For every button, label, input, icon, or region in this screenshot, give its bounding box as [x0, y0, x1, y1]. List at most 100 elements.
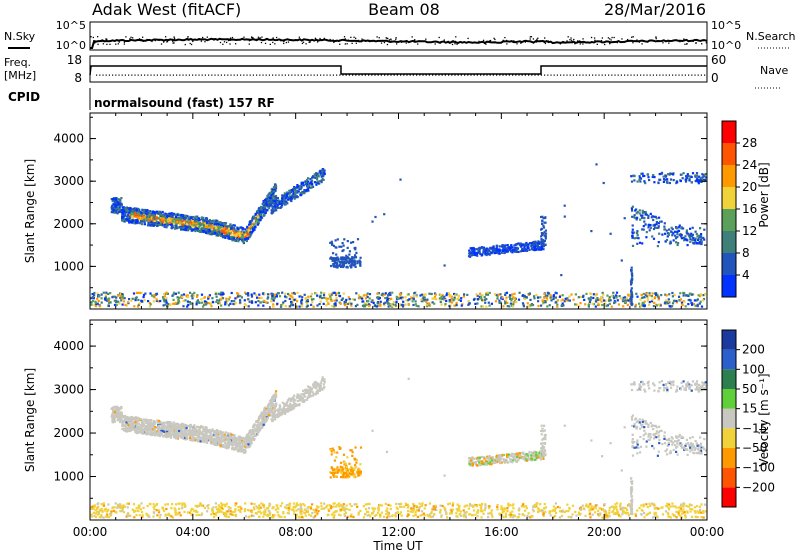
noise-search-dot: [376, 36, 378, 38]
echo-cell: [129, 210, 132, 213]
echo-cell: [639, 214, 643, 217]
echo-cell: [327, 301, 330, 304]
echo-cell: [316, 173, 320, 177]
echo-cell: [307, 177, 310, 180]
echo-cell: [211, 222, 214, 225]
echo-cell: [183, 428, 186, 431]
echo-cell: [636, 234, 639, 237]
echo-cell: [150, 218, 153, 221]
echo-cell: [695, 232, 698, 236]
echo-cell: [127, 219, 130, 222]
echo-cell: [485, 253, 488, 257]
echo-cell: [544, 229, 547, 232]
echo-cell: [142, 219, 145, 222]
echo-cell: [173, 423, 176, 427]
noise-search-dot: [325, 39, 328, 41]
echo-cell: [113, 211, 116, 214]
echo-cell: [700, 236, 703, 240]
echo-cell: [90, 301, 93, 304]
echo-cell: [651, 298, 654, 301]
echo-cell: [315, 181, 318, 184]
echo-cell: [664, 232, 667, 235]
echo-cell: [671, 302, 675, 305]
echo-cell: [167, 218, 170, 221]
echo-cell: [103, 297, 107, 300]
echo-cell: [182, 293, 186, 296]
echo-cell: [205, 303, 208, 306]
echo-cell: [205, 431, 208, 434]
noise-search-dot: [248, 40, 251, 42]
noise-search-dot: [378, 37, 380, 39]
echo-cell: [312, 176, 315, 179]
nave-dot: [108, 74, 110, 76]
echo-cell: [640, 172, 643, 175]
echo-cell: [122, 216, 125, 219]
noise-search-dot: [684, 43, 686, 45]
echo-cell: [491, 251, 494, 254]
echo-cell: [288, 189, 291, 192]
echo-cell: [494, 300, 498, 303]
echo-cell: [642, 225, 645, 228]
echo-cell: [609, 299, 612, 302]
echo-cell: [676, 230, 679, 233]
echo-cell: [201, 230, 204, 233]
noise-search-dot: [198, 38, 200, 40]
echo-cell: [395, 300, 398, 303]
echo-cell: [134, 214, 137, 217]
echo-cell: [166, 213, 169, 216]
echo-cell: [515, 300, 518, 304]
echo-cell: [115, 207, 118, 210]
echo-cell: [484, 301, 487, 304]
echo-cell: [189, 291, 192, 294]
velocity-echoes: [90, 376, 708, 519]
echo-cell: [509, 294, 512, 297]
echo-cell: [183, 217, 187, 220]
echo-cell: [686, 244, 689, 247]
noise-search-dot: [655, 36, 657, 38]
echo-cell: [604, 299, 607, 302]
echo-cell: [510, 244, 513, 247]
nave-dot: [454, 74, 456, 76]
echo-cell: [199, 439, 202, 442]
echo-cell: [308, 184, 311, 187]
echo-cell: [670, 226, 673, 229]
echo-cell: [166, 215, 170, 218]
noise-search-dot: [189, 42, 191, 45]
echo-cell: [301, 182, 305, 185]
echo-cell: [276, 197, 279, 200]
echo-cell: [660, 220, 663, 223]
echo-cell: [137, 217, 140, 220]
echo-cell: [424, 293, 427, 296]
noise-search-dot: [190, 43, 193, 46]
noise-left-tick-top: 10^5: [56, 19, 86, 32]
echo-cell: [218, 302, 221, 305]
echo-cell: [561, 298, 564, 301]
noise-search-dot: [478, 40, 480, 43]
echo-cell: [696, 235, 699, 238]
echo-cell: [117, 208, 121, 211]
echo-cell: [204, 225, 207, 228]
nave-dot: [534, 74, 536, 76]
echo-cell: [554, 296, 557, 299]
echo-cell: [186, 305, 189, 308]
echo-cell: [201, 440, 204, 443]
noise-search-dot: [566, 40, 568, 42]
echo-cell: [153, 222, 156, 225]
echo-cell: [124, 424, 127, 427]
echo-cell: [419, 294, 422, 297]
echo-cell: [175, 219, 179, 222]
noise-search-dot: [316, 41, 319, 43]
echo-cell: [220, 222, 223, 225]
echo-cell: [321, 168, 324, 171]
echo-cell: [337, 291, 341, 294]
echo-cell: [501, 244, 504, 247]
echo-cell: [137, 291, 141, 294]
echo-cell: [334, 246, 337, 249]
noise-search-dot: [204, 41, 206, 43]
echo-cell: [522, 249, 525, 252]
echo-cell: [674, 234, 677, 237]
noise-search-dot: [158, 39, 160, 42]
echo-cell: [505, 296, 508, 299]
echo-cell: [120, 203, 123, 206]
echo-cell: [531, 303, 535, 307]
